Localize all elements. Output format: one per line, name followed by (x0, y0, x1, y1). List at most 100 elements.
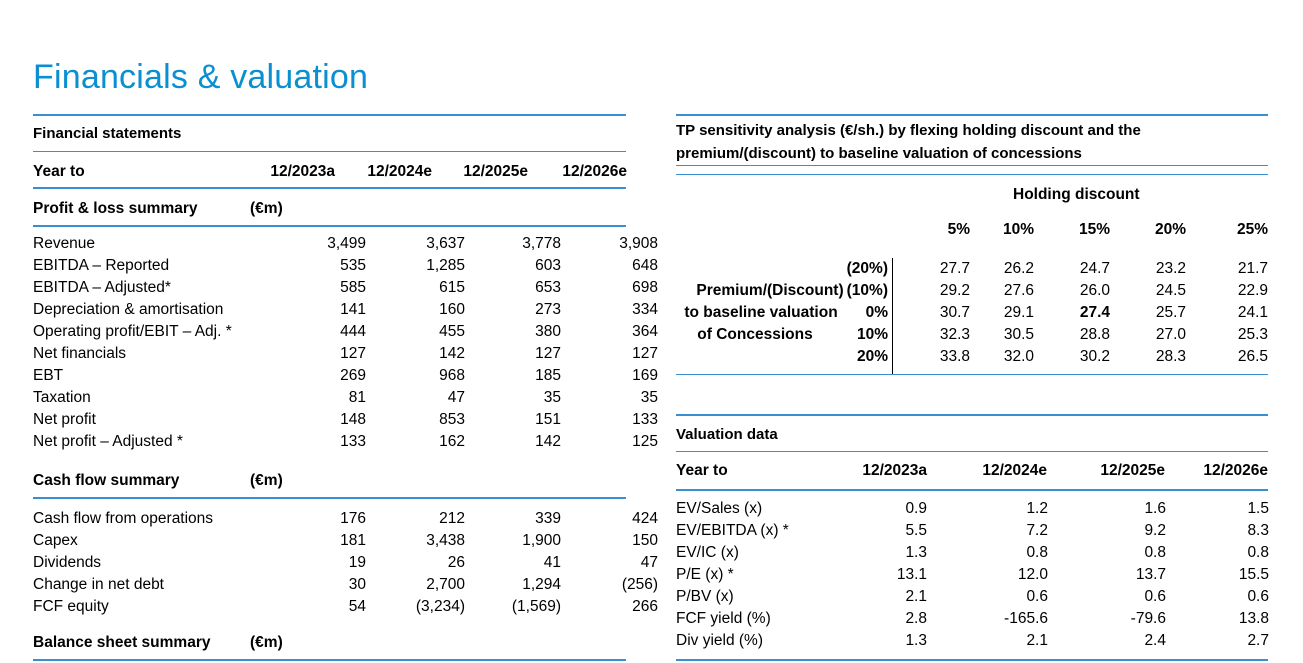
table-cell: 28.8 (1079, 326, 1110, 343)
table-cell: 33.8 (939, 348, 970, 365)
table-cell: 0.8 (1026, 544, 1048, 561)
year-header: 12/2026e (1203, 462, 1268, 479)
table-cell: 1.3 (905, 544, 927, 561)
table-cell: 1,285 (426, 257, 465, 274)
table-row: EBITDA – Reported 535 1,285 603 648 (33, 257, 658, 275)
table-cell: 24.7 (1079, 260, 1110, 277)
table-cell: 1.6 (1144, 500, 1166, 517)
table-row: EBITDA – Adjusted* 585 615 653 698 (33, 279, 658, 297)
row-label: EV/EBITDA (x) * (676, 522, 789, 539)
table-cell: -79.6 (1130, 610, 1166, 627)
table-cell: 162 (439, 433, 465, 450)
table-cell: 41 (543, 554, 561, 571)
table-cell: 19 (348, 554, 366, 571)
row-label: Depreciation & amortisation (33, 301, 224, 318)
table-cell: 27.7 (939, 260, 970, 277)
row-header: 20% (856, 348, 888, 365)
table-row: Net financials 127 142 127 127 (33, 345, 658, 363)
page-title: Financials & valuation (33, 58, 369, 96)
row-label: Change in net debt (33, 576, 164, 593)
table-cell: 653 (535, 279, 561, 296)
table-cell: 27.4 (1079, 304, 1110, 321)
table-cell: 455 (439, 323, 465, 340)
table-cell: 47 (640, 554, 658, 571)
divider (676, 659, 1268, 661)
table-cell: 364 (632, 323, 658, 340)
holding-discount-label: Holding discount (1013, 186, 1140, 203)
table-cell: 3,438 (426, 532, 465, 549)
table-cell: (1,569) (511, 598, 561, 615)
table-cell: 698 (632, 279, 658, 296)
table-row: Net profit 148 853 151 133 (33, 411, 658, 429)
table-cell: 5.5 (905, 522, 927, 539)
row-label: FCF yield (%) (676, 610, 771, 627)
row-label: Net profit – Adjusted * (33, 433, 183, 450)
row-header: (10%) (846, 282, 888, 299)
row-label: EBITDA – Reported (33, 257, 170, 274)
table-cell: 127 (340, 345, 366, 362)
table-cell: 185 (535, 367, 561, 384)
table-cell: 133 (340, 433, 366, 450)
row-label: Operating profit/EBIT – Adj. * (33, 323, 232, 340)
table-cell: 2.1 (1026, 632, 1048, 649)
table-cell: 0.9 (905, 500, 927, 517)
table-cell: 424 (632, 510, 658, 527)
table-cell: 160 (439, 301, 465, 318)
table-cell: 30.2 (1079, 348, 1110, 365)
table-cell: 266 (632, 598, 658, 615)
divider (676, 489, 1268, 491)
table-cell: 0.6 (1144, 588, 1166, 605)
table-row: Cash flow from operations 176 212 339 424 (33, 510, 658, 528)
table-row: Taxation 81 47 35 35 (33, 389, 658, 407)
table-cell: 30 (348, 576, 366, 593)
vertical-divider (892, 258, 893, 374)
table-cell: 603 (535, 257, 561, 274)
table-cell: 444 (340, 323, 366, 340)
row-header: 0% (865, 304, 888, 321)
table-cell: 1,294 (522, 576, 561, 593)
table-cell: 9.2 (1144, 522, 1166, 539)
table-cell: (3,234) (415, 598, 465, 615)
table-cell: 35 (640, 389, 658, 406)
year-to-label: Year to (33, 163, 85, 180)
row-label: EV/Sales (x) (676, 500, 763, 517)
table-cell: 8.3 (1247, 522, 1269, 539)
table-cell: 47 (447, 389, 465, 406)
row-label: Dividends (33, 554, 102, 571)
divider (676, 174, 1268, 175)
row-label: P/BV (x) (676, 588, 734, 605)
year-header: 12/2023a (862, 462, 927, 479)
table-cell: 0.6 (1247, 588, 1269, 605)
table-cell: 29.1 (1003, 304, 1034, 321)
table-cell: 853 (439, 411, 465, 428)
sensitivity-heading: premium/(discount) to baseline valuation… (676, 145, 1082, 162)
table-cell: 615 (439, 279, 465, 296)
table-row: Div yield (%) 1.3 2.1 2.4 2.7 (676, 632, 1276, 650)
sensitivity-heading: TP sensitivity analysis (€/sh.) by flexi… (676, 122, 1141, 139)
row-label: FCF equity (33, 598, 109, 615)
table-row: Operating profit/EBIT – Adj. * 444 455 380 3… (33, 323, 658, 341)
divider (676, 165, 1268, 166)
table-cell: 380 (535, 323, 561, 340)
table-row: Capex 181 3,438 1,900 150 (33, 532, 658, 550)
divider (676, 114, 1268, 116)
table-cell: 269 (340, 367, 366, 384)
table-cell: 585 (340, 279, 366, 296)
table-row: FCF yield (%) 2.8 -165.6 -79.6 13.8 (676, 610, 1276, 628)
table-cell: 127 (535, 345, 561, 362)
divider (33, 151, 626, 152)
year-header: 12/2024e (367, 163, 432, 180)
table-cell: 25.7 (1155, 304, 1186, 321)
year-header: 12/2025e (1100, 462, 1165, 479)
table-cell: 1.2 (1026, 500, 1048, 517)
divider (33, 187, 626, 189)
row-label: Net financials (33, 345, 127, 362)
table-cell: 2.1 (905, 588, 927, 605)
year-header: 12/2025e (463, 163, 528, 180)
column-header: 5% (947, 221, 970, 238)
row-label: EBT (33, 367, 64, 384)
table-cell: 176 (340, 510, 366, 527)
table-cell: 32.3 (939, 326, 970, 343)
table-cell: 30.7 (939, 304, 970, 321)
bs-unit: (€m) (250, 634, 283, 651)
